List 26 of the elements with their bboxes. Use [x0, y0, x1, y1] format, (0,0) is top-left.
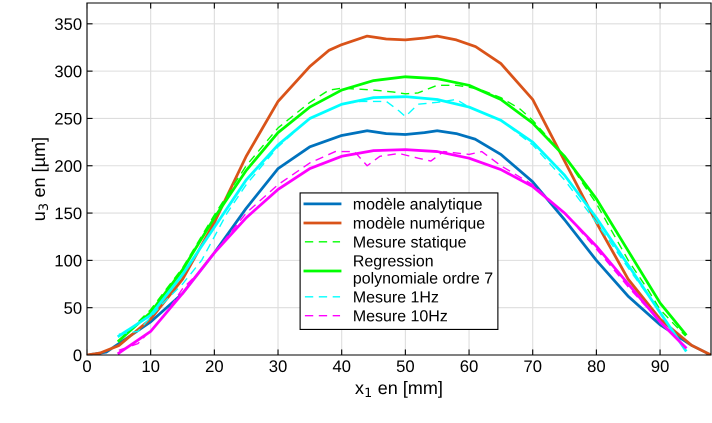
x-tick-label: 50: [396, 360, 414, 372]
x-tick-label: 90: [652, 360, 669, 372]
y-tick-label: 300: [54, 66, 82, 78]
legend-label: Mesure statique: [354, 236, 466, 251]
y-tick-label: 350: [54, 18, 82, 30]
legend-label: modèle analytique: [354, 198, 482, 213]
x-tick-label: 0: [83, 360, 91, 372]
x-tick-label: 30: [269, 360, 287, 372]
x-tick-label: 60: [460, 360, 478, 372]
y-tick-label: 50: [64, 302, 82, 314]
y-axis-title: u$_{3}$ en [µm]: [32, 138, 49, 220]
y-tick-label: 150: [56, 207, 82, 220]
legend-label: Mesure 10Hz: [354, 310, 448, 322]
y-tick-label: 250: [55, 112, 82, 125]
y-tick-label: 0: [74, 349, 82, 362]
x-axis-title: x$_{1}$ en [mm]: [355, 380, 442, 398]
x-tick-label: 20: [206, 360, 223, 372]
y-tick-label: 200: [55, 160, 82, 172]
legend-label: Regression polynomiale ordre 7: [354, 254, 492, 287]
x-tick-label: 70: [524, 360, 542, 372]
x-tick-label: 80: [588, 360, 606, 372]
legend-label: Mesure 1Hz: [354, 291, 438, 303]
legend-label: modèle numérique: [354, 216, 484, 232]
y-tick-label: 100: [56, 254, 82, 267]
x-tick-label: 10: [142, 360, 160, 372]
x-tick-label: 40: [332, 360, 350, 372]
